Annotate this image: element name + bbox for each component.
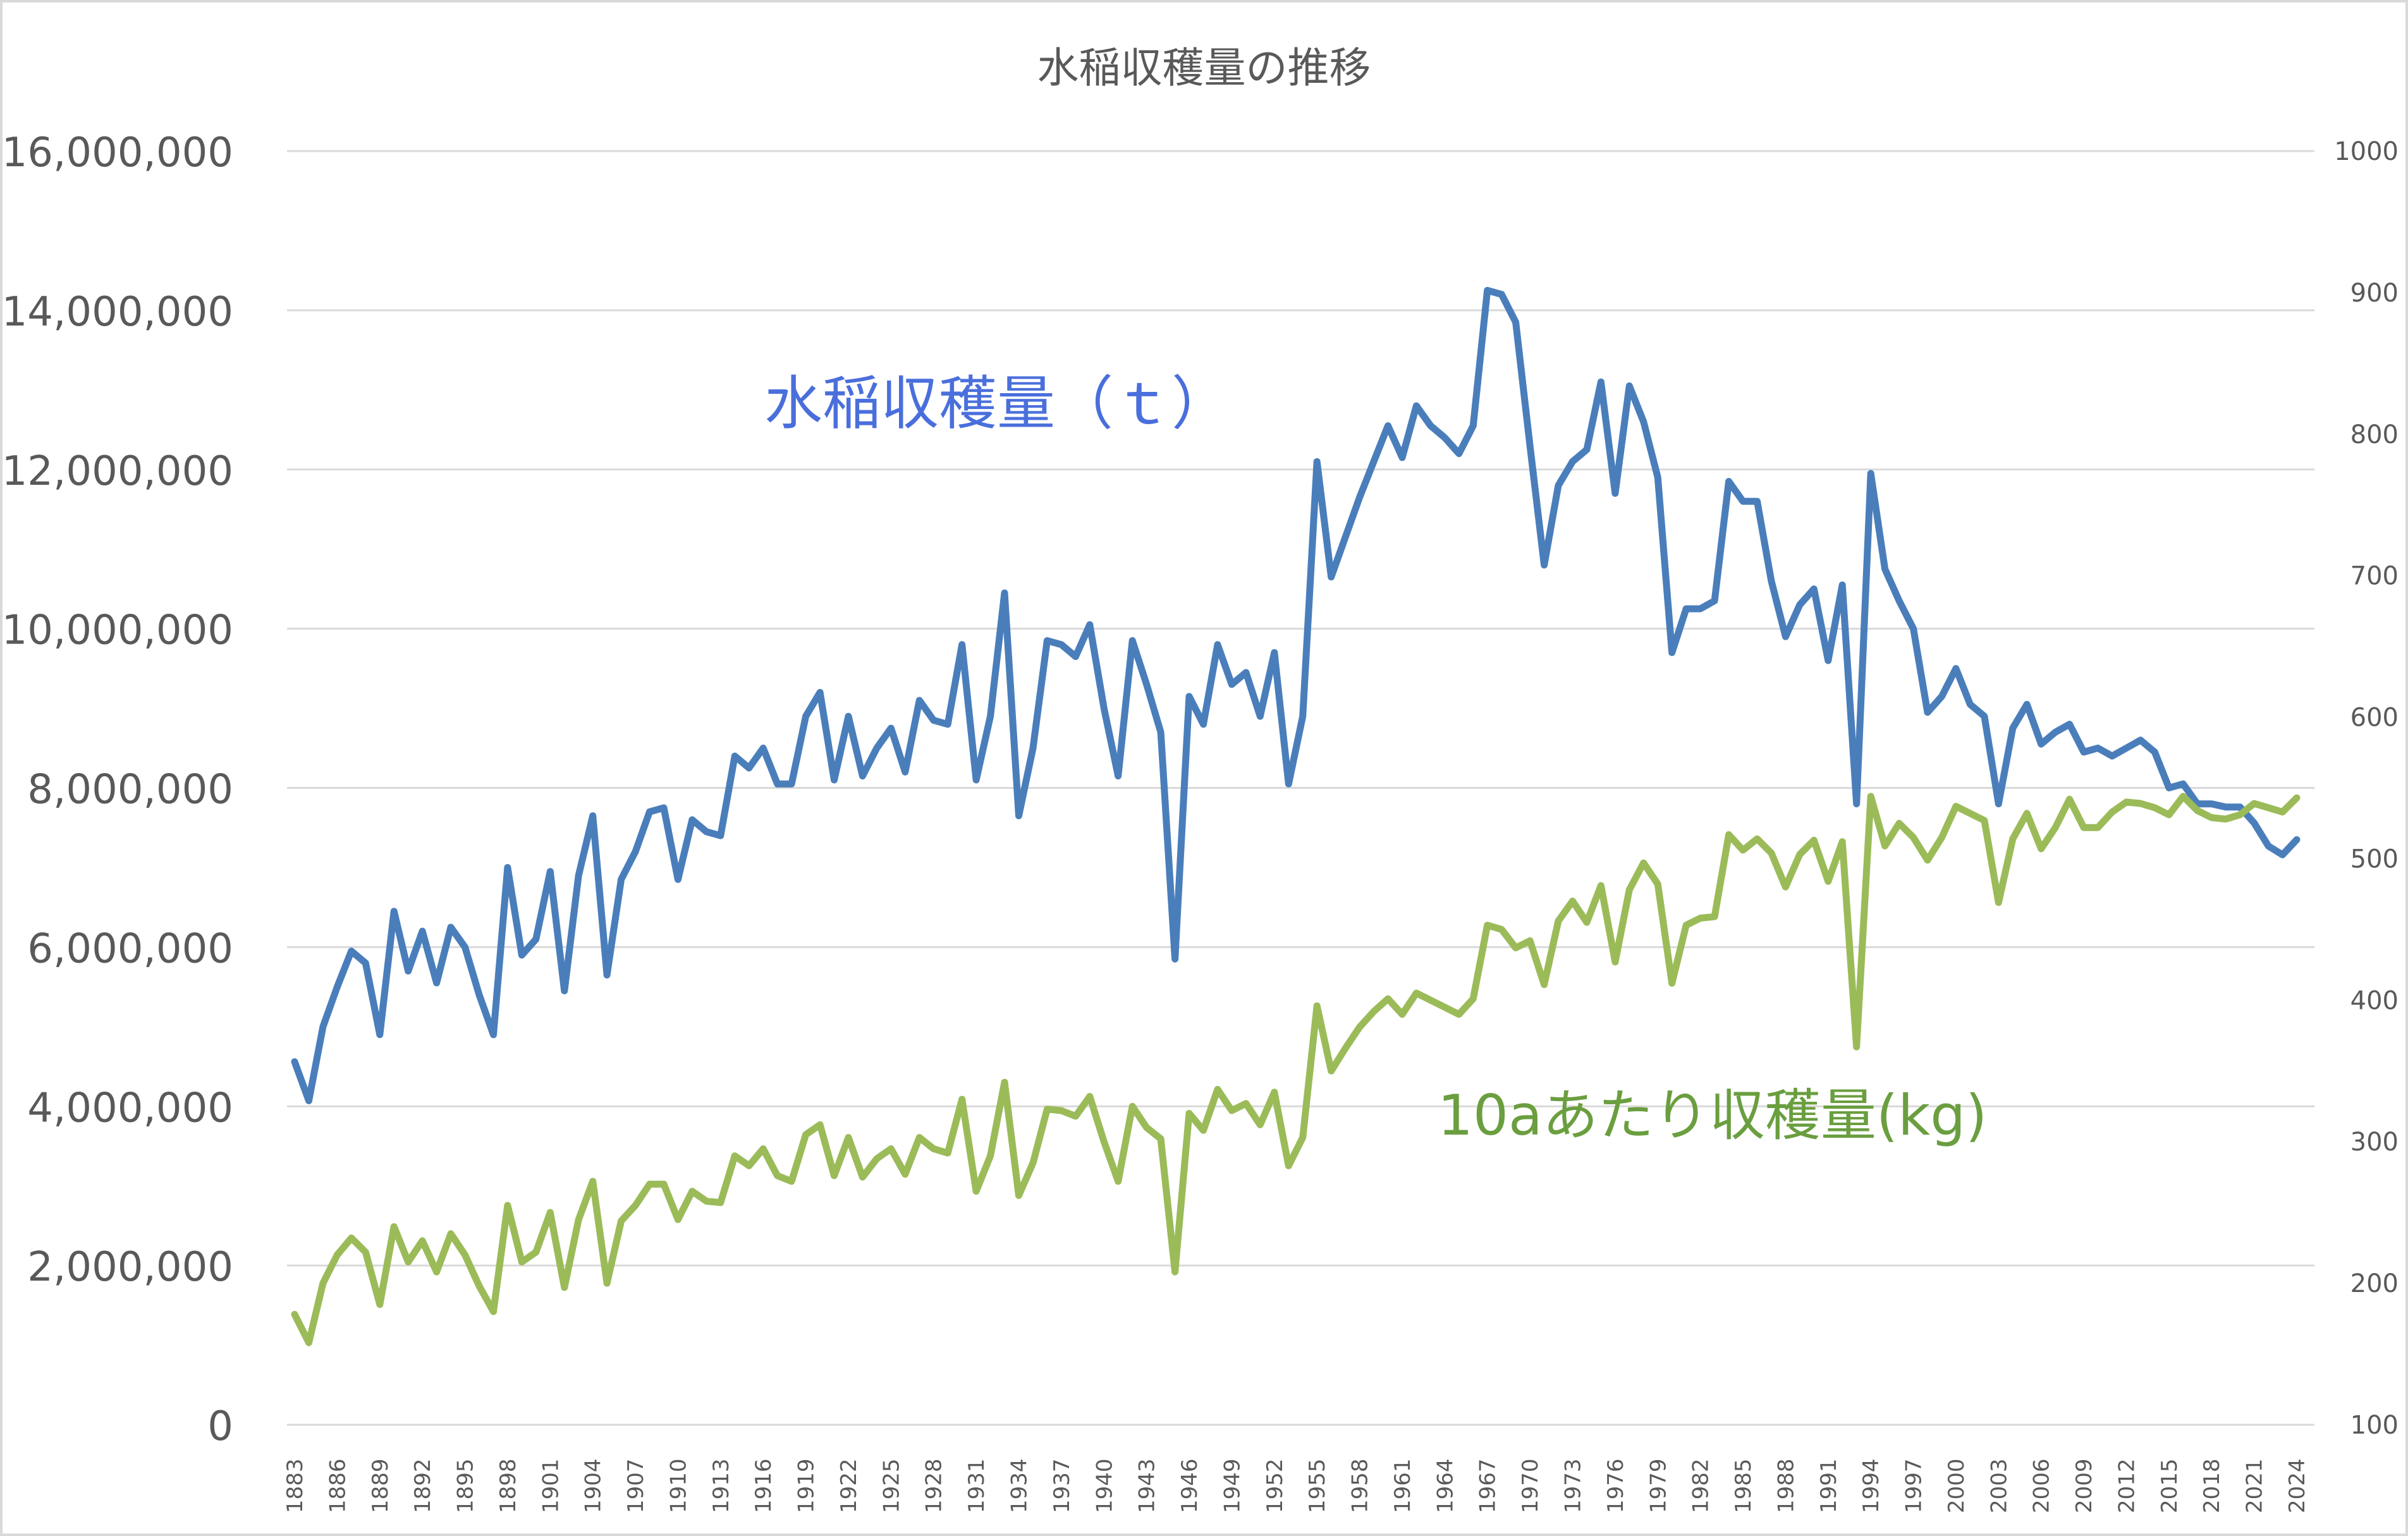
y-right-tick-label: 800	[2350, 420, 2399, 449]
x-tick-label: 2003	[1986, 1458, 2012, 1513]
y-left-tick-label: 6,000,000	[27, 925, 233, 972]
x-tick-label: 1943	[1135, 1458, 1160, 1513]
series-label-harvest: 水稲収穫量（ｔ）	[764, 370, 1230, 437]
y-left-tick-label: 10,000,000	[3, 607, 233, 654]
x-tick-label: 1934	[1007, 1458, 1032, 1513]
x-tick-label: 1904	[581, 1458, 606, 1513]
x-tick-label: 2024	[2285, 1458, 2310, 1513]
y-right-tick-label: 200	[2350, 1269, 2399, 1298]
x-tick-label: 1913	[709, 1458, 734, 1513]
series-line-harvest	[291, 286, 2301, 1104]
y-left-tick-label: 14,000,000	[3, 289, 233, 336]
y-right-tick-label: 700	[2350, 562, 2399, 591]
x-tick-label: 1931	[964, 1458, 989, 1513]
y-left-tick-label: 4,000,000	[27, 1085, 233, 1131]
x-tick-label: 1889	[368, 1458, 393, 1513]
y-left-tick-label: 12,000,000	[3, 448, 233, 495]
x-tick-label: 2015	[2157, 1458, 2182, 1513]
x-tick-label: 1886	[325, 1458, 350, 1513]
y-left-tick-label: 8,000,000	[27, 767, 233, 814]
y-right-tick-label: 400	[2350, 986, 2399, 1015]
y-left-tick-label: 16,000,000	[3, 130, 233, 176]
x-tick-label: 1940	[1092, 1458, 1117, 1513]
x-tick-label: 1961	[1390, 1458, 1415, 1513]
x-tick-label: 1949	[1219, 1458, 1245, 1513]
x-tick-label: 1895	[453, 1458, 479, 1513]
x-tick-label: 1991	[1816, 1458, 1842, 1513]
x-tick-label: 1967	[1476, 1458, 1501, 1513]
y-right-tick-label: 500	[2350, 844, 2399, 874]
y-right-tick-label: 600	[2350, 704, 2399, 733]
x-tick-label: 1883	[283, 1458, 308, 1513]
x-tick-label: 1955	[1305, 1458, 1330, 1513]
x-tick-label: 1922	[836, 1458, 862, 1513]
series-line-yield	[291, 793, 2301, 1346]
x-tick-label: 1982	[1689, 1458, 1714, 1513]
x-tick-label: 1916	[751, 1458, 776, 1513]
chart-title: 水稲収穫量の推移	[1037, 44, 1371, 92]
x-tick-label: 2006	[2029, 1458, 2055, 1513]
x-tick-label: 1928	[922, 1458, 947, 1513]
y-right-tick-label: 100	[2350, 1411, 2399, 1440]
x-tick-label: 1964	[1433, 1458, 1458, 1513]
x-tick-label: 1919	[794, 1458, 819, 1513]
x-tick-label: 1925	[879, 1458, 904, 1513]
x-tick-label: 1946	[1177, 1458, 1202, 1513]
x-tick-label: 1970	[1518, 1458, 1543, 1513]
x-tick-label: 1907	[623, 1458, 649, 1513]
y-left-tick-label: 0	[207, 1403, 233, 1450]
x-tick-label: 1973	[1560, 1458, 1586, 1513]
x-tick-label: 2000	[1944, 1458, 1969, 1513]
x-tick-label: 1910	[666, 1458, 691, 1513]
x-tick-label: 2018	[2199, 1458, 2225, 1513]
x-tick-label: 1985	[1731, 1458, 1756, 1513]
y-left-tick-label: 2,000,000	[27, 1244, 233, 1291]
x-tick-label: 1958	[1348, 1458, 1373, 1513]
x-tick-label: 1892	[410, 1458, 436, 1513]
y-right-tick-label: 1000	[2334, 137, 2399, 166]
x-tick-label: 2012	[2114, 1458, 2139, 1513]
x-tick-label: 1997	[1902, 1458, 1927, 1513]
x-tick-label: 1901	[538, 1458, 563, 1513]
x-tick-label: 1994	[1859, 1458, 1884, 1513]
y-right-tick-label: 900	[2350, 279, 2399, 308]
x-tick-label: 1898	[496, 1458, 521, 1513]
x-tick-label: 1988	[1773, 1458, 1799, 1513]
line-chart: 0 2,000,000 4,000,000 6,000,000 8,000,000 10,…	[3, 130, 2399, 1513]
x-tick-label: 2021	[2242, 1458, 2268, 1513]
x-tick-label: 1979	[1646, 1458, 1671, 1513]
y-right-tick-label: 300	[2350, 1128, 2399, 1157]
x-tick-label: 2009	[2072, 1458, 2097, 1513]
x-tick-label: 1976	[1603, 1458, 1629, 1513]
x-tick-label: 1937	[1049, 1458, 1075, 1513]
x-tick-label: 1952	[1262, 1458, 1288, 1513]
series-label-yield-per-10a: 10aあたり収穫量(kg)	[1438, 1083, 1988, 1148]
